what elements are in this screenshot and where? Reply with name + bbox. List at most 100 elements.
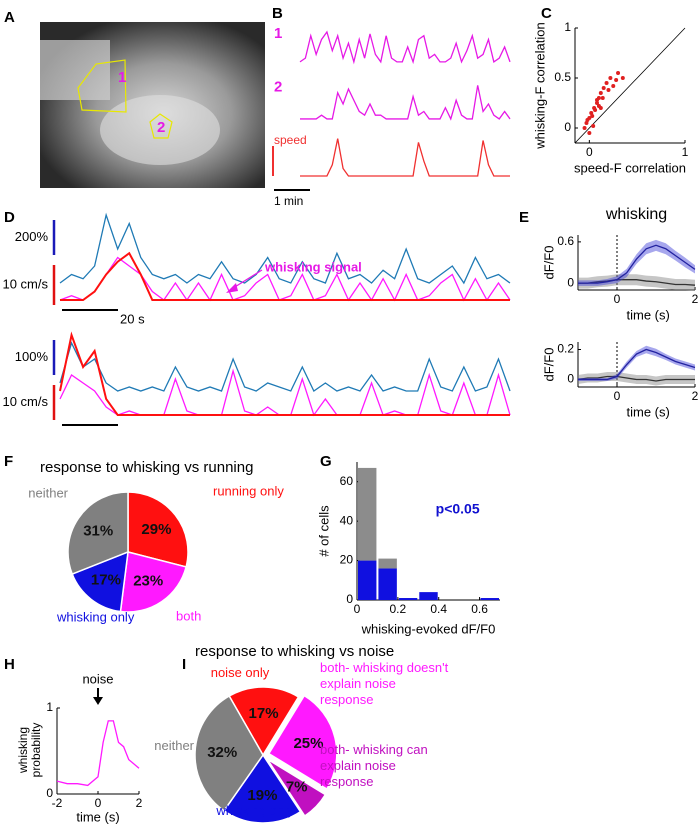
- y-tick-label: 20: [340, 553, 354, 567]
- trace-label: 1: [274, 25, 282, 42]
- value-label: 29%: [141, 521, 171, 538]
- category-label: neither: [28, 485, 68, 500]
- x-tick-label: 1: [682, 145, 689, 159]
- error-band: [578, 345, 695, 381]
- panel-letter: E: [519, 209, 529, 226]
- x-tick-label: 2: [692, 292, 699, 306]
- pie-slice: [222, 753, 302, 824]
- chart-title: whisking: [605, 206, 667, 223]
- trace: [59, 368, 511, 417]
- error-band: [578, 274, 695, 291]
- panel-letter: I: [182, 656, 186, 673]
- scale-label: 100%: [15, 349, 49, 364]
- panel-letter: G: [320, 453, 332, 470]
- x-axis-label: speed-F correlation: [574, 160, 686, 175]
- category-label: both: [176, 608, 201, 623]
- x-tick-label: 2: [692, 389, 699, 403]
- trace-label: speed: [274, 133, 307, 147]
- value-label: 17%: [249, 705, 279, 722]
- bar: [480, 598, 499, 600]
- bar: [419, 592, 438, 600]
- panel-letter: C: [541, 5, 552, 22]
- value-label: 19%: [247, 787, 277, 804]
- pie-slice: [267, 694, 338, 791]
- category-label: whisking only: [216, 803, 294, 818]
- x-tick-label: 0: [95, 796, 102, 810]
- error-band: [578, 239, 695, 286]
- line: [578, 279, 696, 286]
- point: [598, 106, 603, 110]
- roi-1: [77, 59, 127, 113]
- y-axis-label: # of cells: [316, 505, 331, 557]
- y-axis-label: whisking-F correlation: [532, 22, 547, 149]
- bar: [378, 558, 397, 569]
- pie-slice: [67, 491, 129, 576]
- whisker-pad: [40, 40, 110, 100]
- scale-label: 10 cm/s: [2, 276, 48, 291]
- category-label: both- whisking can explain noise respons…: [320, 742, 428, 789]
- trace: [300, 85, 511, 121]
- panel-a-image: 1 2: [40, 22, 265, 188]
- value-label: 7%: [286, 778, 308, 795]
- pie-slice: [266, 758, 327, 817]
- y-axis-label: dF/F0: [541, 348, 556, 382]
- annotation: p<0.05: [436, 501, 480, 517]
- x-tick-label: 2: [136, 796, 143, 810]
- scale-label: 200%: [15, 229, 49, 244]
- point: [595, 101, 599, 105]
- y-tick-label: 0: [46, 786, 53, 800]
- value-label: 23%: [133, 573, 163, 590]
- panel-letter: H: [4, 656, 15, 673]
- panel-letter: A: [4, 9, 15, 26]
- point: [598, 91, 603, 95]
- point: [601, 86, 606, 90]
- annotation: whisking signal: [264, 259, 362, 274]
- point: [585, 118, 590, 122]
- x-tick-label: 0.2: [390, 602, 407, 616]
- panel-letter: B: [272, 5, 283, 22]
- point: [595, 98, 599, 102]
- arrow-head: [226, 283, 238, 293]
- trace: [59, 331, 510, 416]
- trace: [60, 251, 510, 301]
- pie-slice: [71, 550, 129, 613]
- x-axis-label: time (s): [627, 307, 670, 322]
- value-label: 17%: [91, 571, 121, 588]
- line: [578, 244, 696, 284]
- point: [587, 131, 592, 135]
- x-tick-label: 0: [586, 145, 593, 159]
- y-axis-label: dF/F0: [541, 246, 556, 280]
- y-tick-label: 60: [340, 474, 354, 488]
- value-label: 31%: [83, 523, 113, 540]
- trace: [59, 212, 511, 285]
- x-tick-label: 0.4: [430, 602, 447, 616]
- x-tick-label: 0: [614, 389, 621, 403]
- point: [606, 88, 611, 92]
- category-label: whisking only: [56, 609, 135, 624]
- annotation: noise: [82, 671, 113, 686]
- mouse-head: [100, 95, 220, 165]
- category-label: running only: [213, 483, 284, 498]
- point: [582, 126, 587, 130]
- category-label: noise only: [210, 665, 270, 680]
- point: [604, 81, 609, 85]
- y-tick-label: 0: [567, 372, 574, 386]
- x-axis-label: time (s): [627, 404, 670, 419]
- value-label: 32%: [207, 744, 237, 761]
- bar: [358, 560, 377, 600]
- roi-label: 2: [157, 119, 165, 136]
- value-label: 25%: [293, 735, 323, 752]
- y-axis-label: whisking probability: [16, 722, 43, 778]
- point: [616, 71, 621, 75]
- x-tick-label: -2: [52, 796, 63, 810]
- bar: [358, 467, 377, 561]
- point: [589, 111, 594, 115]
- bar: [378, 568, 397, 600]
- trace: [59, 256, 511, 302]
- y-tick-label: 1: [46, 700, 53, 714]
- pie-slice: [194, 694, 264, 812]
- x-tick-label: 0: [614, 292, 621, 306]
- x-axis-label: whisking-evoked dF/F0: [361, 621, 496, 636]
